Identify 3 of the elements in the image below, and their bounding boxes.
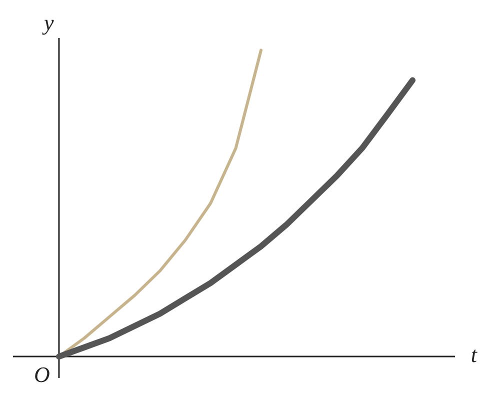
x-axis-title: t [470, 342, 477, 368]
y-axis-title: y [44, 10, 54, 36]
text: O [34, 362, 50, 388]
